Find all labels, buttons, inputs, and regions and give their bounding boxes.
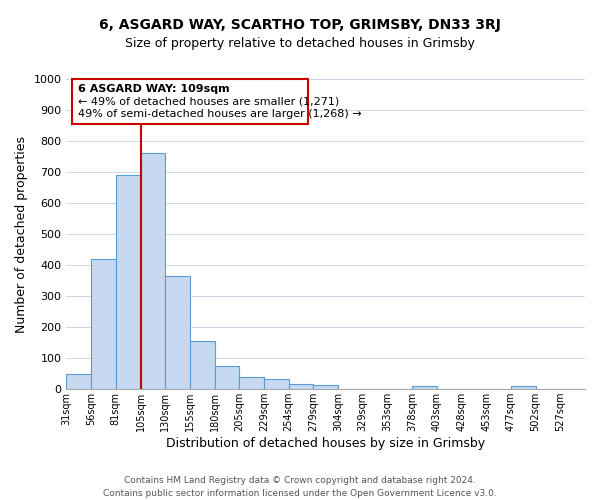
Bar [289,384,313,389]
Bar [165,276,190,389]
Bar [91,259,116,389]
FancyBboxPatch shape [71,79,308,124]
Text: Contains HM Land Registry data © Crown copyright and database right 2024.
Contai: Contains HM Land Registry data © Crown c… [103,476,497,498]
Text: 6 ASGARD WAY: 109sqm: 6 ASGARD WAY: 109sqm [78,84,229,94]
Bar [67,374,91,389]
Text: 6, ASGARD WAY, SCARTHO TOP, GRIMSBY, DN33 3RJ: 6, ASGARD WAY, SCARTHO TOP, GRIMSBY, DN3… [99,18,501,32]
Text: 49% of semi-detached houses are larger (1,268) →: 49% of semi-detached houses are larger (… [78,110,361,120]
Bar [239,377,264,389]
Bar [511,386,536,389]
Bar [215,366,239,389]
Bar [264,379,289,389]
Bar [140,154,165,389]
Text: Size of property relative to detached houses in Grimsby: Size of property relative to detached ho… [125,38,475,51]
Bar [313,386,338,389]
Bar [412,386,437,389]
Text: ← 49% of detached houses are smaller (1,271): ← 49% of detached houses are smaller (1,… [78,96,339,106]
Y-axis label: Number of detached properties: Number of detached properties [15,136,28,332]
Bar [190,341,215,389]
X-axis label: Distribution of detached houses by size in Grimsby: Distribution of detached houses by size … [166,437,485,450]
Bar [116,175,140,389]
